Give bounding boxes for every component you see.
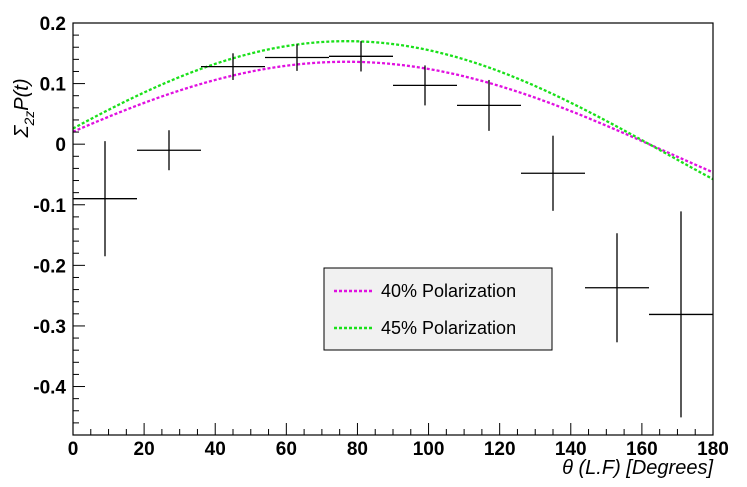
legend-label-40: 40% Polarization bbox=[381, 281, 516, 301]
y-axis-title: Σ2zP(t) bbox=[11, 78, 37, 138]
y-tick-label-4: -0.2 bbox=[33, 256, 66, 277]
x-tick-label-1: 20 bbox=[134, 439, 155, 460]
x-tick-label-6: 120 bbox=[484, 439, 516, 460]
data-point-6 bbox=[457, 79, 521, 131]
data-points bbox=[73, 41, 713, 418]
y-tick-label-2: 0 bbox=[55, 135, 66, 156]
y-tick-label-5: -0.3 bbox=[33, 317, 66, 338]
legend-box bbox=[323, 267, 553, 351]
fit-curves bbox=[72, 40, 714, 181]
data-point-7 bbox=[521, 135, 585, 211]
y-axis-title-main: Σ bbox=[11, 125, 33, 139]
y-tick-label-0: 0.2 bbox=[40, 14, 66, 35]
x-tick-label-4: 80 bbox=[347, 439, 368, 460]
x-tick-label-5: 100 bbox=[413, 439, 445, 460]
x-tick-label-0: 0 bbox=[68, 439, 79, 460]
y-axis-title-subscript: 2z bbox=[21, 111, 37, 127]
data-point-5 bbox=[393, 65, 457, 106]
x-tick-label-9: 180 bbox=[697, 439, 729, 460]
legend: 40% Polarization 45% Polarization bbox=[323, 267, 553, 351]
x-axis: 0 20 40 60 80 100 120 140 160 180 bbox=[68, 423, 729, 460]
x-tick-label-7: 140 bbox=[555, 439, 587, 460]
series-curve-1 bbox=[72, 40, 714, 181]
y-tick-label-3: -0.1 bbox=[33, 196, 66, 217]
data-point-3 bbox=[265, 44, 329, 71]
data-point-4 bbox=[329, 41, 393, 72]
series-curve-0 bbox=[72, 60, 714, 174]
data-point-1 bbox=[137, 130, 201, 171]
legend-label-45: 45% Polarization bbox=[381, 318, 516, 338]
y-axis: 0.2 0.1 0 -0.1 -0.2 -0.3 -0.4 bbox=[33, 14, 85, 436]
data-point-8 bbox=[585, 233, 649, 343]
data-point-2 bbox=[201, 53, 265, 80]
x-tick-label-3: 60 bbox=[276, 439, 297, 460]
y-tick-label-6: -0.4 bbox=[33, 378, 66, 399]
x-axis-title: θ (L.F) [Degrees] bbox=[562, 457, 713, 479]
x-tick-label-8: 160 bbox=[626, 439, 658, 460]
data-point-9 bbox=[649, 211, 713, 418]
y-tick-label-1: 0.1 bbox=[40, 75, 67, 96]
data-point-0 bbox=[73, 141, 137, 257]
y-axis-title-rest: P(t) bbox=[11, 78, 33, 110]
x-tick-label-2: 40 bbox=[205, 439, 226, 460]
